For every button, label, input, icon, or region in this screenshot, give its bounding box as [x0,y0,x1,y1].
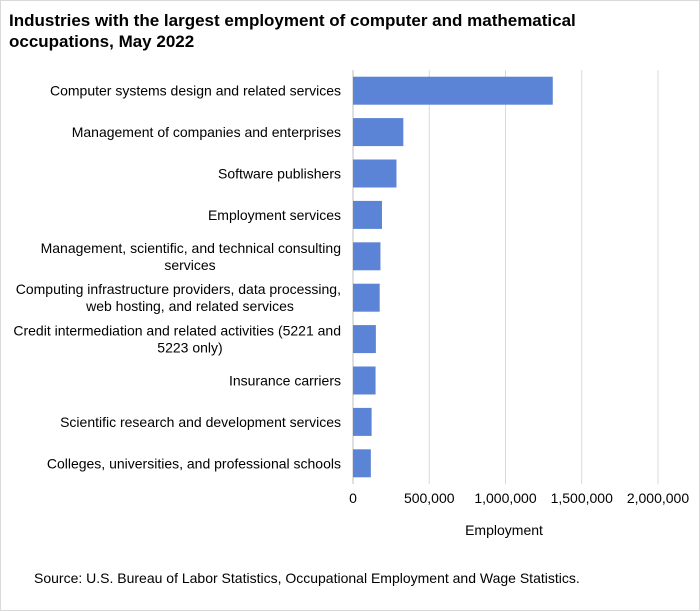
bar [353,407,372,436]
category-label: Management, scientific, and technical co… [41,240,341,273]
bar [353,118,404,147]
category-label: Employment services [208,207,341,223]
bars [353,76,553,478]
x-tick-labels: 0 500,000 1,000,000 1,500,000 2,000,000 [349,490,689,506]
x-tick-label: 500,000 [404,490,455,506]
category-labels: Computer systems design and related serv… [13,83,341,472]
chart-title: Industries with the largest employment o… [9,11,576,51]
category-label: Scientific research and development serv… [60,414,341,430]
bar [353,449,371,478]
x-tick-label: 1,500,000 [551,490,613,506]
bar [353,76,553,105]
bar [353,325,376,354]
category-label: Software publishers [218,166,341,182]
bar [353,283,380,312]
x-tick-label: 2,000,000 [627,490,689,506]
category-label: Insurance carriers [229,373,341,389]
bar [353,200,382,229]
x-tick-label: 0 [349,490,357,506]
bar [353,366,376,395]
category-label: Management of companies and enterprises [72,124,341,140]
source-note: Source: U.S. Bureau of Labor Statistics,… [34,570,580,586]
x-axis-label: Employment [465,522,543,538]
bar [353,159,397,188]
x-tick-label: 1,000,000 [474,490,536,506]
category-label: Credit intermediation and related activi… [13,323,341,356]
bar-chart: Computer systems design and related serv… [13,70,689,538]
bar [353,242,381,271]
category-label: Computer systems design and related serv… [50,83,341,99]
category-label: Colleges, universities, and professional… [47,455,341,471]
category-label: Computing infrastructure providers, data… [16,281,341,314]
